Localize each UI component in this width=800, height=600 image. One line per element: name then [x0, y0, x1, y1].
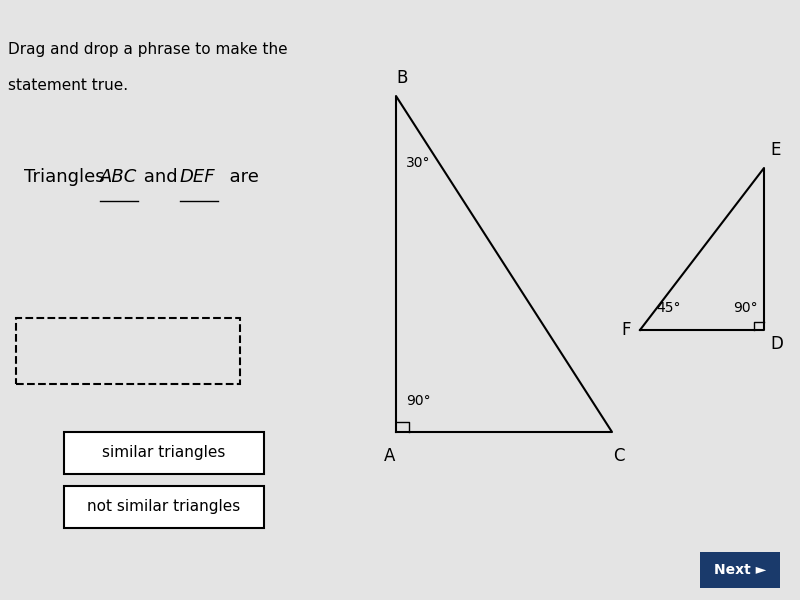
Text: 30°: 30° — [406, 156, 430, 170]
Text: E: E — [770, 141, 781, 159]
Text: not similar triangles: not similar triangles — [87, 499, 241, 514]
Text: statement true.: statement true. — [8, 78, 128, 93]
Bar — [16, 318, 240, 384]
Bar — [64, 486, 264, 528]
Text: A: A — [384, 447, 395, 465]
Text: ABC: ABC — [100, 168, 138, 186]
Text: 45°: 45° — [656, 301, 681, 315]
Text: Triangles: Triangles — [24, 168, 110, 186]
Text: F: F — [621, 321, 630, 339]
Text: 90°: 90° — [406, 394, 431, 408]
Text: Next ►: Next ► — [714, 563, 766, 577]
Text: D: D — [770, 335, 783, 353]
Text: similar triangles: similar triangles — [102, 445, 226, 461]
Bar — [700, 552, 780, 588]
Text: C: C — [613, 447, 624, 465]
Text: 90°: 90° — [733, 301, 758, 315]
Text: are: are — [218, 168, 258, 186]
Text: Drag and drop a phrase to make the: Drag and drop a phrase to make the — [8, 42, 288, 57]
Text: B: B — [397, 69, 408, 87]
Text: and: and — [138, 168, 183, 186]
Bar — [64, 432, 264, 474]
Text: DEF: DEF — [180, 168, 216, 186]
